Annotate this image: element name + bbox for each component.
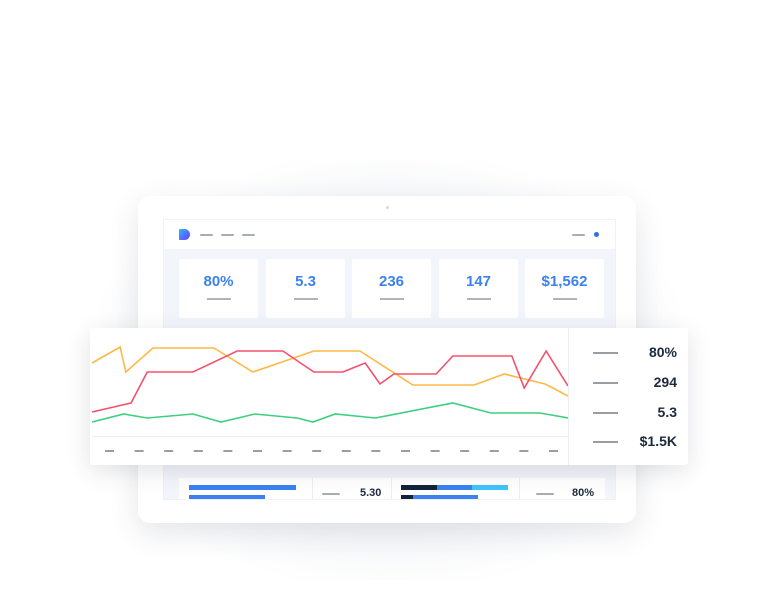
nav-item[interactable] <box>242 234 255 236</box>
summary-row: 294 <box>569 373 689 393</box>
x-tick-label-placeholder <box>401 450 410 452</box>
kpi-value: 147 <box>465 273 492 290</box>
stacked-bar-segment <box>472 485 508 490</box>
summary-row: $1.5K <box>569 432 689 452</box>
x-tick-label-placeholder <box>164 450 174 452</box>
x-tick-label-placeholder <box>489 450 499 452</box>
x-tick-label-placeholder <box>430 450 440 452</box>
summary-label-placeholder <box>593 382 618 384</box>
series-line-2 <box>91 349 568 413</box>
camera-dot <box>386 206 389 209</box>
metric-label-placeholder <box>536 493 554 495</box>
x-tick-label-placeholder <box>253 450 262 452</box>
kpi-card[interactable]: 236 <box>352 259 431 318</box>
kpi-label-placeholder <box>467 298 491 300</box>
app-header <box>164 220 615 249</box>
x-tick-label-placeholder <box>371 450 381 452</box>
metric-value: 80% <box>572 487 595 499</box>
summary-value: 294 <box>653 374 677 390</box>
metric-label-placeholder <box>322 493 340 495</box>
x-tick-label-placeholder <box>193 450 203 452</box>
nav-item[interactable] <box>221 234 234 236</box>
summary-value: $1.5K <box>639 433 677 449</box>
kpi-label-placeholder <box>294 298 318 300</box>
kpi-value: $1,562 <box>541 273 588 290</box>
series-line-3 <box>91 402 568 423</box>
kpi-value: 236 <box>378 273 405 290</box>
x-axis-line <box>92 436 568 437</box>
kpi-card[interactable]: 80% <box>179 259 258 318</box>
divider <box>519 478 520 499</box>
kpi-label-placeholder <box>553 298 577 300</box>
metric-value: 5.30 <box>360 487 382 499</box>
summary-row: 80% <box>569 343 689 363</box>
series-line-1 <box>91 345 568 397</box>
progress-bar <box>189 485 296 490</box>
bottom-metrics-row: 5.30 80% <box>179 478 605 499</box>
line-chart <box>91 345 568 452</box>
summary-label-placeholder <box>593 352 618 354</box>
x-tick-label-placeholder <box>519 450 529 452</box>
nav-item[interactable] <box>200 234 213 236</box>
divider <box>391 478 392 499</box>
summary-label-placeholder <box>593 412 618 414</box>
divider <box>312 478 313 499</box>
kpi-card[interactable]: 5.3 <box>266 259 345 318</box>
x-tick-label-placeholder <box>341 450 351 452</box>
stacked-bar-segment <box>401 485 437 490</box>
stacked-bar-segment <box>437 485 472 490</box>
stacked-bar-segment <box>401 495 413 499</box>
kpi-value: 80% <box>203 273 234 290</box>
progress-bar <box>189 495 265 499</box>
summary-row: 5.3 <box>569 403 689 423</box>
x-tick-label-placeholder <box>223 450 233 452</box>
summary-value: 5.3 <box>657 404 677 420</box>
kpi-card[interactable]: $1,562 <box>525 259 604 318</box>
kpi-label-placeholder <box>207 298 231 300</box>
x-tick-label-placeholder <box>134 450 144 452</box>
summary-value: 80% <box>648 344 677 360</box>
kpi-card[interactable]: 147 <box>439 259 518 318</box>
stacked-bar-segment <box>413 495 478 499</box>
x-tick-label-placeholder <box>460 450 470 452</box>
chart-summary-panel: 80% 294 5.3 $1.5K <box>568 328 688 465</box>
x-tick-label-placeholder <box>549 450 558 452</box>
x-tick-label-placeholder <box>282 450 292 452</box>
x-tick-label-placeholder <box>312 450 322 452</box>
logo-icon[interactable] <box>179 229 190 240</box>
user-menu[interactable] <box>572 234 585 236</box>
kpi-value: 5.3 <box>295 273 316 290</box>
kpi-label-placeholder <box>380 298 404 300</box>
summary-label-placeholder <box>593 441 618 443</box>
x-tick-label-placeholder <box>105 450 114 452</box>
status-dot-icon <box>594 232 599 237</box>
line-chart-card: 80% 294 5.3 $1.5K <box>90 328 688 465</box>
